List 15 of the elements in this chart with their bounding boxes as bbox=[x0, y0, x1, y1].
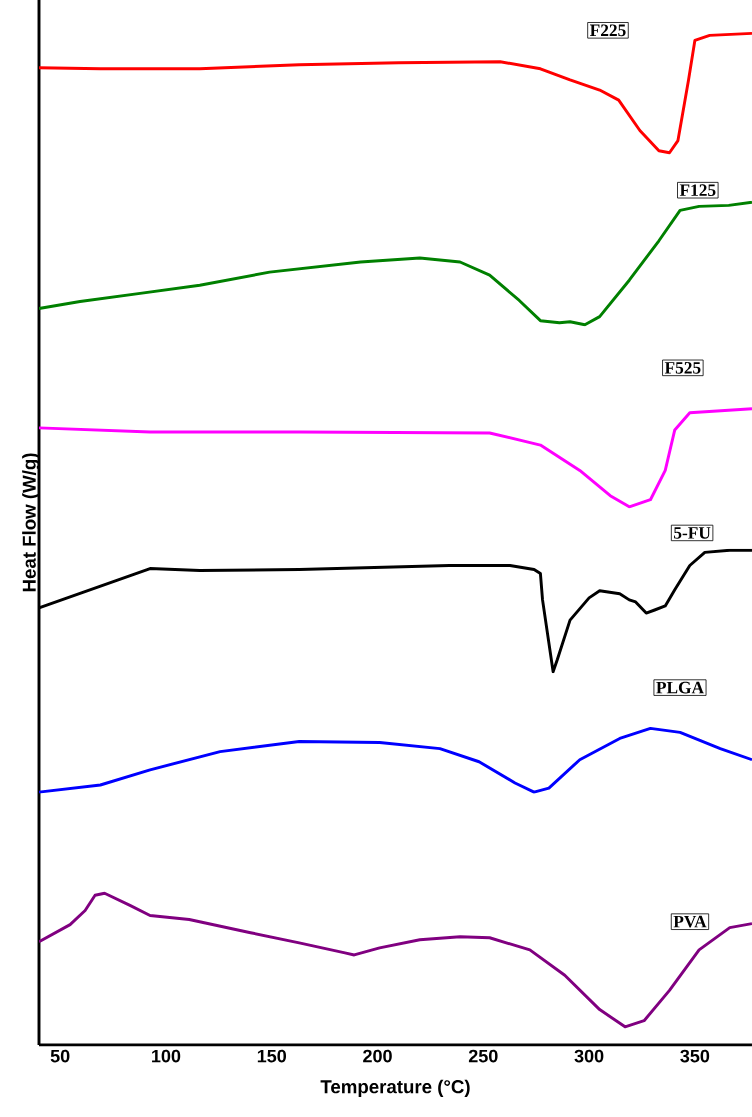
series-label: 5-FU bbox=[674, 527, 711, 539]
text: F525 bbox=[664, 362, 701, 374]
x-tick-label: 50 bbox=[50, 1049, 70, 1063]
x-tick-label: 200 bbox=[363, 1049, 392, 1063]
series-label: F125 bbox=[679, 184, 716, 197]
x-tick-label: 250 bbox=[468, 1049, 498, 1063]
x-tick-label: 300 bbox=[574, 1049, 604, 1063]
y-axis-title: Heat Flow (W/g) bbox=[22, 453, 40, 592]
x-tick-label: 150 bbox=[257, 1049, 287, 1063]
x-tick-label: 100 bbox=[152, 1049, 181, 1063]
series-label: PVA bbox=[673, 915, 707, 928]
text: F225 bbox=[589, 24, 626, 37]
text: PLGA bbox=[656, 681, 704, 694]
x-axis-title: Temperature (°C) bbox=[320, 1079, 470, 1098]
x-tick-label: 350 bbox=[680, 1049, 710, 1063]
